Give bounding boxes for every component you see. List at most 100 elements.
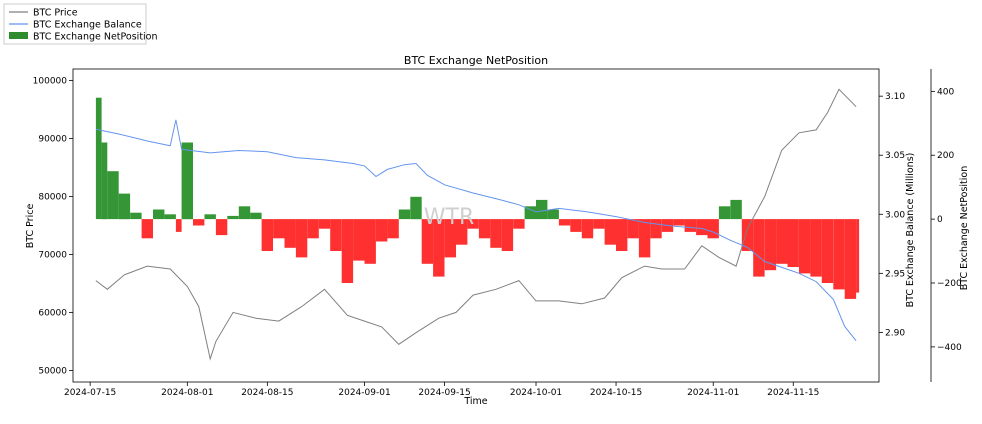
netposition-bar (650, 219, 662, 239)
y-right2-ticks: −400 −200 0 200 400 (931, 87, 962, 353)
netposition-bar (547, 209, 559, 220)
y-right2-tick-label: −200 (937, 279, 962, 289)
y-right1-axis-label: BTC Exchange Balance (Millions) (905, 153, 916, 308)
netposition-bar (844, 219, 857, 299)
legend-balance-label: BTC Exchange Balance (33, 20, 142, 31)
netposition-bar (616, 219, 628, 251)
x-axis-label: Time (463, 396, 487, 407)
y-right2-tick-label: 200 (937, 151, 954, 161)
netposition-bar (570, 219, 582, 232)
netposition-bar (307, 219, 319, 239)
y-right1-tick-label: 2.95 (885, 269, 905, 279)
netposition-bar (696, 219, 708, 236)
watermark: WTR (424, 205, 474, 230)
x-tick-label: 2024-08-01 (161, 388, 213, 398)
netposition-bar (536, 199, 548, 220)
netposition-bar (353, 219, 365, 261)
series-lines (95, 88, 857, 361)
netposition-bar (215, 219, 228, 236)
y-right2-tick-label: 0 (937, 215, 943, 225)
legend-netposition-swatch (9, 32, 28, 39)
netposition-bar (684, 219, 696, 232)
netposition-bar (799, 219, 811, 274)
netposition-bar (456, 219, 468, 245)
netposition-bar (856, 219, 860, 293)
netposition-bar (478, 219, 491, 239)
netposition-bar (627, 219, 639, 239)
chart-title: BTC Exchange NetPosition (404, 54, 548, 67)
netposition-bar (130, 212, 142, 220)
netposition-bar (284, 219, 296, 248)
netposition-bar (204, 214, 216, 220)
netposition-bar (707, 219, 719, 239)
netposition-bar (238, 206, 251, 220)
netposition-bar (364, 219, 376, 264)
netposition-bar (776, 219, 788, 264)
x-tick-label: 2024-07-15 (64, 388, 116, 398)
netposition-bar (175, 219, 182, 232)
netposition-bar (741, 219, 754, 251)
netposition-bar (467, 219, 479, 229)
legend-price-label: BTC Price (33, 8, 78, 19)
netposition-bar (638, 219, 651, 258)
netposition-bar (524, 206, 536, 220)
netposition-bar (718, 206, 731, 220)
price-line (95, 88, 857, 361)
netposition-bar (330, 219, 342, 251)
y-right1-tick-label: 3.00 (885, 210, 905, 220)
netposition-bar (558, 219, 571, 226)
netposition-bar (227, 215, 239, 220)
netposition-bar (118, 193, 131, 220)
legend-netposition-label: BTC Exchange NetPosition (33, 32, 158, 43)
netposition-bar (101, 142, 108, 220)
netposition-bar (273, 219, 285, 239)
netposition-bar (604, 219, 616, 245)
x-tick-label: 2024-09-01 (338, 388, 390, 398)
netposition-bar (833, 219, 845, 290)
netposition-bar (250, 212, 262, 220)
netposition-bar (398, 209, 411, 220)
netposition-bar (410, 196, 422, 220)
netposition-bar (107, 171, 119, 220)
y-left-axis-label: BTC Price (25, 204, 36, 249)
netposition-bar (141, 219, 153, 239)
y-left-tick-label: 80000 (38, 193, 67, 203)
y-left-tick-label: 100000 (33, 77, 68, 87)
netposition-bar (513, 219, 525, 229)
netposition-bar (810, 219, 822, 277)
x-tick-label: 2024-10-01 (510, 388, 562, 398)
netposition-bar (153, 209, 165, 220)
netposition-bar (787, 219, 799, 267)
netposition-bar (764, 219, 777, 271)
plot-frame (72, 68, 880, 383)
x-tick-label: 2024-11-15 (767, 388, 819, 398)
netposition-bar (295, 219, 308, 258)
netposition-bar (341, 219, 354, 283)
y-left-tick-label: 70000 (38, 250, 67, 260)
netposition-bar (261, 219, 273, 251)
y-left-ticks: 50000 60000 70000 80000 90000 100000 (33, 77, 73, 376)
netposition-bar (193, 219, 205, 226)
netposition-bar (444, 219, 456, 258)
y-left-tick-label: 50000 (38, 366, 67, 376)
y-left-tick-label: 60000 (38, 308, 67, 318)
netposition-bars (95, 97, 860, 299)
netposition-bar (164, 214, 176, 220)
x-tick-label: 2024-09-15 (418, 388, 470, 398)
y-right2-tick-label: 400 (937, 87, 954, 97)
netposition-bar (387, 219, 399, 239)
balance-line (95, 119, 857, 342)
netposition-bar (501, 219, 514, 251)
netposition-bar (376, 219, 388, 242)
x-tick-label: 2024-08-15 (241, 388, 293, 398)
y-left-tick-label: 90000 (38, 135, 67, 145)
x-tick-label: 2024-10-15 (590, 388, 642, 398)
netposition-bar (95, 97, 102, 220)
netposition-bar (730, 199, 742, 220)
netposition-bar (753, 219, 765, 277)
netposition-bar (318, 219, 331, 229)
y-right2-axis-label: BTC Exchange NetPosition (959, 166, 970, 291)
netposition-bar (433, 219, 445, 277)
y-right1-tick-label: 3.05 (885, 151, 905, 161)
